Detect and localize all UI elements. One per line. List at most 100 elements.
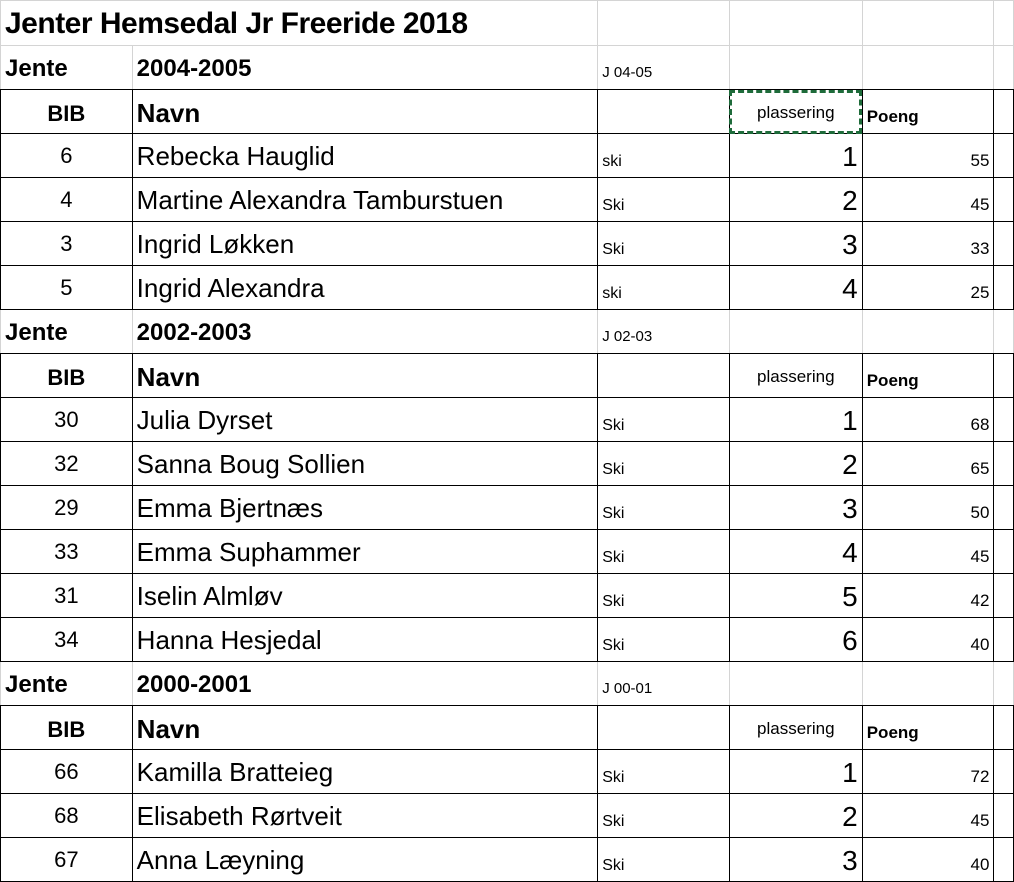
navn-header[interactable]: Navn: [131, 353, 599, 398]
placement-cell[interactable]: 3: [728, 485, 863, 530]
points-cell[interactable]: 42: [861, 573, 995, 618]
cell[interactable]: [993, 309, 1014, 354]
cell[interactable]: [993, 177, 1014, 222]
group-years-cell[interactable]: 2004-2005: [131, 45, 599, 90]
cell[interactable]: [993, 793, 1014, 838]
bib-header[interactable]: BIB: [0, 353, 133, 398]
name-cell[interactable]: Elisabeth Rørtveit: [131, 793, 599, 838]
bib-cell[interactable]: 5: [0, 265, 133, 310]
discipline-cell[interactable]: Ski: [597, 221, 730, 266]
discipline-cell[interactable]: Ski: [597, 177, 730, 222]
points-cell[interactable]: 25: [861, 265, 995, 310]
bib-cell[interactable]: 66: [0, 749, 133, 794]
name-cell[interactable]: Ingrid Løkken: [131, 221, 599, 266]
cell[interactable]: [993, 221, 1014, 266]
placement-cell[interactable]: 2: [728, 177, 863, 222]
discipline-cell[interactable]: Ski: [597, 749, 730, 794]
bib-header[interactable]: BIB: [0, 89, 133, 134]
bib-cell[interactable]: 68: [0, 793, 133, 838]
navn-header[interactable]: Navn: [131, 705, 599, 750]
discipline-cell[interactable]: ski: [597, 133, 730, 178]
name-cell[interactable]: Sanna Boug Sollien: [131, 441, 599, 486]
cell[interactable]: [993, 573, 1014, 618]
cell[interactable]: [993, 617, 1014, 662]
discipline-cell[interactable]: Ski: [597, 837, 730, 882]
points-cell[interactable]: 45: [861, 793, 995, 838]
plassering-header[interactable]: plassering: [728, 705, 863, 750]
cell[interactable]: [993, 397, 1014, 442]
points-cell[interactable]: 33: [861, 221, 995, 266]
cell[interactable]: [993, 485, 1014, 530]
poeng-header[interactable]: Poeng: [861, 89, 995, 134]
cell[interactable]: [861, 309, 995, 354]
cell[interactable]: [993, 441, 1014, 486]
cell[interactable]: [993, 133, 1014, 178]
placement-cell[interactable]: 4: [728, 529, 863, 574]
bib-cell[interactable]: 6: [0, 133, 133, 178]
discipline-cell[interactable]: Ski: [597, 485, 730, 530]
cell[interactable]: [861, 0, 995, 46]
cell[interactable]: [993, 705, 1014, 750]
placement-cell[interactable]: 6: [728, 617, 863, 662]
bib-cell[interactable]: 34: [0, 617, 133, 662]
bib-cell[interactable]: 32: [0, 441, 133, 486]
bib-cell[interactable]: 30: [0, 397, 133, 442]
bib-cell[interactable]: 3: [0, 221, 133, 266]
cell[interactable]: [597, 705, 730, 750]
name-cell[interactable]: Ingrid Alexandra: [131, 265, 599, 310]
name-cell[interactable]: Emma Bjertnæs: [131, 485, 599, 530]
cell[interactable]: [861, 661, 995, 706]
discipline-cell[interactable]: Ski: [597, 573, 730, 618]
group-label-cell[interactable]: Jente: [0, 309, 133, 354]
placement-cell[interactable]: 2: [728, 441, 863, 486]
group-years-cell[interactable]: 2002-2003: [131, 309, 599, 354]
cell[interactable]: [597, 353, 730, 398]
group-code-cell[interactable]: J 02-03: [597, 309, 730, 354]
group-label-cell[interactable]: Jente: [0, 45, 133, 90]
name-cell[interactable]: Iselin Almløv: [131, 573, 599, 618]
poeng-header[interactable]: Poeng: [861, 353, 995, 398]
group-label-cell[interactable]: Jente: [0, 661, 133, 706]
cell[interactable]: [993, 749, 1014, 794]
plassering-header[interactable]: plassering: [728, 353, 863, 398]
points-cell[interactable]: 72: [861, 749, 995, 794]
bib-header[interactable]: BIB: [0, 705, 133, 750]
discipline-cell[interactable]: Ski: [597, 397, 730, 442]
placement-cell[interactable]: 2: [728, 793, 863, 838]
group-code-cell[interactable]: J 00-01: [597, 661, 730, 706]
discipline-cell[interactable]: Ski: [597, 617, 730, 662]
bib-cell[interactable]: 33: [0, 529, 133, 574]
placement-cell[interactable]: 3: [728, 837, 863, 882]
group-years-cell[interactable]: 2000-2001: [131, 661, 599, 706]
bib-cell[interactable]: 67: [0, 837, 133, 882]
cell[interactable]: [597, 89, 730, 134]
name-cell[interactable]: Rebecka Hauglid: [131, 133, 599, 178]
cell[interactable]: [993, 353, 1014, 398]
name-cell[interactable]: Martine Alexandra Tamburstuen: [131, 177, 599, 222]
name-cell[interactable]: Julia Dyrset: [131, 397, 599, 442]
group-code-cell[interactable]: J 04-05: [597, 45, 730, 90]
cell[interactable]: [728, 45, 863, 90]
points-cell[interactable]: 55: [861, 133, 995, 178]
bib-cell[interactable]: 4: [0, 177, 133, 222]
placement-cell[interactable]: 1: [728, 397, 863, 442]
cell[interactable]: [993, 89, 1014, 134]
points-cell[interactable]: 40: [861, 617, 995, 662]
cell[interactable]: [861, 45, 995, 90]
cell[interactable]: [728, 661, 863, 706]
points-cell[interactable]: 65: [861, 441, 995, 486]
name-cell[interactable]: Emma Suphammer: [131, 529, 599, 574]
cell[interactable]: [728, 0, 863, 46]
name-cell[interactable]: Hanna Hesjedal: [131, 617, 599, 662]
points-cell[interactable]: 45: [861, 529, 995, 574]
discipline-cell[interactable]: Ski: [597, 529, 730, 574]
points-cell[interactable]: 45: [861, 177, 995, 222]
cell[interactable]: [993, 45, 1014, 90]
cell[interactable]: [993, 265, 1014, 310]
cell[interactable]: [728, 309, 863, 354]
poeng-header[interactable]: Poeng: [861, 705, 995, 750]
name-cell[interactable]: Kamilla Bratteieg: [131, 749, 599, 794]
points-cell[interactable]: 40: [861, 837, 995, 882]
placement-cell[interactable]: 3: [728, 221, 863, 266]
selected-plassering-header[interactable]: plassering: [728, 89, 863, 134]
